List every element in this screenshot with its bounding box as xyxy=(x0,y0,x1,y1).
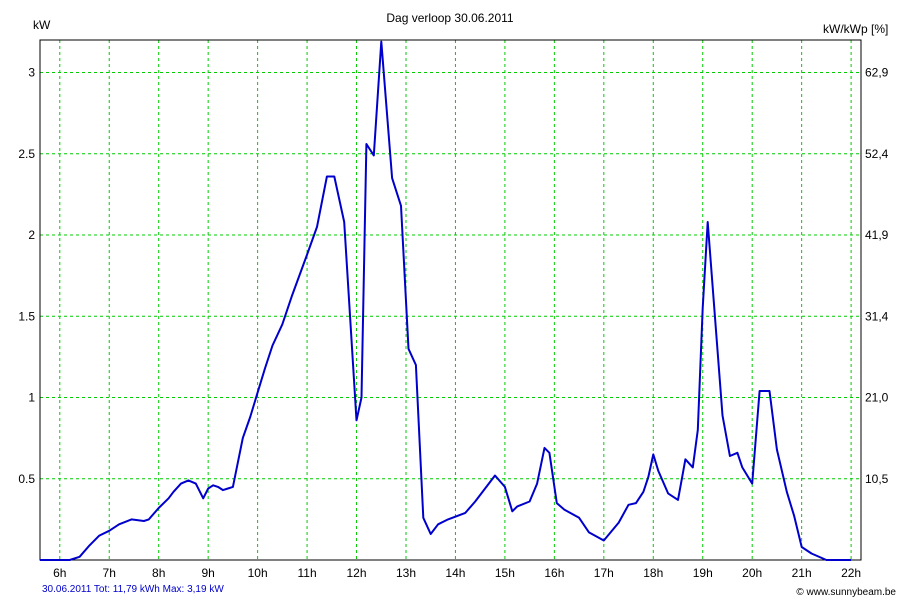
x-tick-label: 12h xyxy=(347,566,367,580)
x-tick-label: 18h xyxy=(643,566,663,580)
x-tick-label: 22h xyxy=(841,566,861,580)
y-axis-right-label: kW/kWp [%] xyxy=(823,22,888,36)
y-tick-label-right: 21,0 xyxy=(865,391,889,405)
x-tick-label: 9h xyxy=(201,566,214,580)
y-tick-label-left: 0.5 xyxy=(18,472,35,486)
y-tick-label-left: 1.5 xyxy=(18,309,35,323)
y-tick-label-right: 31,4 xyxy=(865,309,889,323)
y-tick-label-right: 10,5 xyxy=(865,472,889,486)
x-tick-label: 6h xyxy=(53,566,66,580)
footer-summary: 30.06.2011 Tot: 11,79 kWh Max: 3,19 kW xyxy=(42,584,224,595)
x-tick-label: 17h xyxy=(594,566,614,580)
grid xyxy=(40,40,861,560)
x-tick-label: 20h xyxy=(742,566,762,580)
data-marks xyxy=(40,40,852,561)
y-tick-label-left: 3 xyxy=(28,66,35,80)
series-line xyxy=(40,40,852,561)
x-tick-label: 13h xyxy=(396,566,416,580)
plot-frame xyxy=(39,39,862,561)
x-tick-label: 10h xyxy=(248,566,268,580)
tick-labels: 6h 7h 8h 9h 10h 11h 12h 13h 14h 15h 16h 17h 18h 19h 20… xyxy=(18,66,888,581)
y-axis-left-label: kW xyxy=(33,18,51,32)
y-tick-label-right: 52,4 xyxy=(865,147,889,161)
y-tick-label-right: 62,9 xyxy=(865,66,889,80)
footer-credit: © www.sunnybeam.be xyxy=(796,587,896,598)
x-tick-label: 15h xyxy=(495,566,515,580)
y-tick-label-left: 2.5 xyxy=(18,147,35,161)
y-tick-label-left: 2 xyxy=(28,228,35,242)
y-tick-label-left: 1 xyxy=(28,391,35,405)
x-tick-label: 16h xyxy=(544,566,564,580)
chart-title: Dag verloop 30.06.2011 xyxy=(386,11,514,25)
x-tick-label: 14h xyxy=(445,566,465,580)
x-tick-label: 8h xyxy=(152,566,165,580)
y-tick-label-right: 41,9 xyxy=(865,228,889,242)
x-tick-label: 21h xyxy=(792,566,812,580)
x-tick-label: 11h xyxy=(298,566,317,580)
x-tick-label: 19h xyxy=(693,566,713,580)
x-tick-label: 7h xyxy=(103,566,116,580)
